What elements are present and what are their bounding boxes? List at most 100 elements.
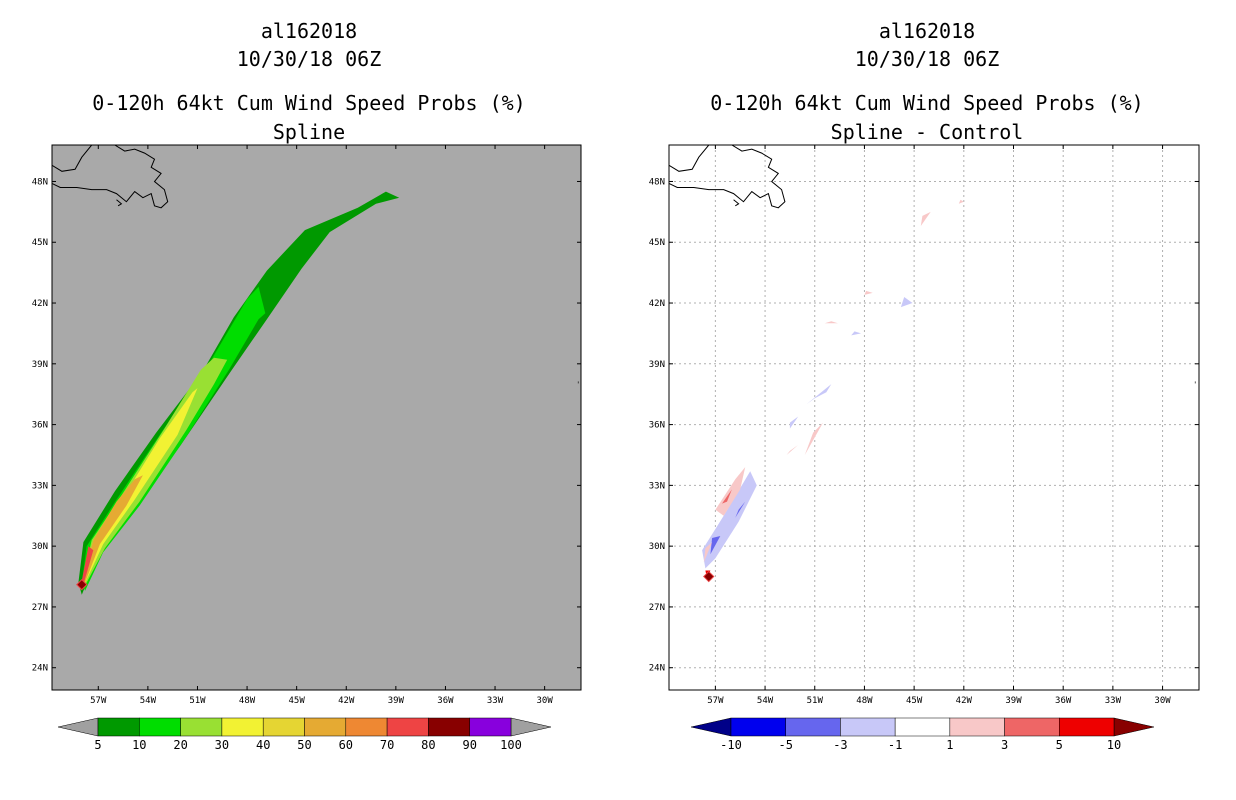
colorbar-label: 40	[256, 738, 270, 752]
lat-tick-label: 24N	[649, 664, 665, 674]
colorbar-arrow-right	[1113, 717, 1155, 737]
colorbar-swatch	[469, 717, 512, 737]
lat-tick-label: 33N	[32, 481, 48, 491]
colorbar-label: 10	[132, 738, 146, 752]
lat-tick-label: 45N	[32, 238, 48, 248]
colorbar-swatch	[97, 717, 140, 737]
lat-tick-label: 24N	[32, 664, 48, 674]
colorbar-label: 5	[94, 738, 101, 752]
lon-tick-label: 36W	[437, 696, 454, 706]
lat-tick-label: 27N	[32, 603, 48, 613]
lon-tick-label: 39W	[1005, 696, 1022, 706]
lon-tick-label: 48W	[856, 696, 873, 706]
lat-tick-label: 30N	[649, 542, 665, 552]
lat-tick-label: 42N	[649, 299, 665, 309]
difference-contour	[804, 422, 823, 455]
lon-tick-label: 45W	[906, 696, 923, 706]
probability-contour	[81, 475, 143, 587]
panel-spline-minus-control: al162018 10/30/18 06Z 0-120h 64kt Cum Wi…	[649, 19, 1200, 752]
lon-tick-label: 54W	[140, 696, 157, 706]
colorbar-label: 80	[421, 738, 435, 752]
colorbar-label: 100	[500, 738, 522, 752]
lon-tick-label: 57W	[707, 696, 724, 706]
coastline	[116, 199, 123, 207]
storm-center-marker	[76, 578, 88, 591]
storm-id: al162018	[879, 19, 975, 43]
coastline	[52, 145, 93, 172]
forecast-date: 10/30/18 06Z	[855, 47, 1000, 71]
colorbar-swatch	[785, 717, 841, 737]
probability-contour	[81, 546, 94, 585]
colorbar-label: 5	[1056, 738, 1063, 752]
lat-tick-label: 45N	[649, 238, 665, 248]
colorbar-label: -10	[720, 738, 742, 752]
colorbar-label: 30	[215, 738, 229, 752]
coastline	[669, 145, 710, 172]
map-area	[669, 145, 1199, 690]
map-frame	[668, 144, 1200, 691]
colorbar-label: 3	[1001, 738, 1008, 752]
colorbar-label: 10	[1107, 738, 1121, 752]
lon-tick-label: 36W	[1055, 696, 1072, 706]
colorbar-label: 50	[297, 738, 311, 752]
lon-tick-label: 33W	[1105, 696, 1122, 706]
colorbar-swatch	[1004, 717, 1060, 737]
difference-contour	[710, 536, 721, 555]
lon-tick-label: 48W	[239, 696, 256, 706]
colorbar: -10 -5 -3 -1 1 3 5 10	[690, 717, 1155, 752]
lat-tick-label: 36N	[649, 421, 665, 431]
colorbar: 5 10 20 30 40 50 60 70 80 90 100	[57, 717, 552, 752]
colorbar-swatch	[386, 717, 429, 737]
colorbar-swatch	[1059, 717, 1115, 737]
side-tick-mark: -	[574, 380, 583, 385]
coastline	[733, 199, 740, 207]
colorbar-arrow-left	[690, 717, 732, 737]
difference-contour	[900, 297, 913, 308]
lon-tick-label: 42W	[956, 696, 973, 706]
lon-tick-label: 30W	[1154, 696, 1171, 706]
difference-contour	[786, 444, 799, 455]
lat-tick-label: 48N	[32, 177, 48, 187]
panel-spline: al162018 10/30/18 06Z 0-120h 64kt Cum Wi…	[32, 19, 583, 752]
probability-contour	[81, 388, 198, 587]
difference-contour	[789, 416, 799, 429]
difference-contour	[806, 384, 832, 405]
lat-tick-label: 39N	[32, 360, 48, 370]
axis-ticks: 57W 54W 51W 48W 45W 42W 39W 36W 33W 30W 24N 27N 30N 3…	[32, 145, 581, 706]
lat-tick-label: 27N	[649, 603, 665, 613]
colorbar-label: -3	[833, 738, 847, 752]
colorbar-swatch	[894, 717, 951, 737]
colorbar-swatch	[949, 717, 1005, 737]
lon-tick-label: 30W	[536, 696, 553, 706]
axis-ticks: 57W 54W 51W 48W 45W 42W 39W 36W 33W 30W 24N 27N 30N 3…	[649, 145, 1199, 706]
lat-tick-label: 30N	[32, 542, 48, 552]
coastline	[52, 145, 169, 209]
colorbar-swatch	[304, 717, 347, 737]
colorbar-arrow-right	[510, 717, 552, 737]
colorbar-swatch	[730, 717, 786, 737]
colorbar-swatch	[221, 717, 264, 737]
product-subtitle: Spline - Control	[831, 120, 1024, 144]
colorbar-swatch	[262, 717, 305, 737]
lat-tick-label: 33N	[649, 481, 665, 491]
side-tick-mark: -	[1191, 380, 1200, 385]
difference-contour	[920, 211, 931, 226]
lon-tick-label: 54W	[757, 696, 774, 706]
colorbar-label: -1	[888, 738, 902, 752]
map-frame	[51, 144, 582, 691]
lon-tick-label: 51W	[189, 696, 206, 706]
colorbar-swatch	[180, 717, 223, 737]
lon-tick-label: 33W	[487, 696, 504, 706]
storm-id: al162018	[261, 19, 357, 43]
lon-tick-label: 45W	[289, 696, 306, 706]
difference-contour	[958, 199, 964, 204]
colorbar-swatch	[428, 717, 470, 737]
difference-contour	[851, 331, 862, 336]
difference-contour	[715, 467, 746, 516]
colorbar-label: 70	[380, 738, 394, 752]
product-subtitle: Spline	[273, 120, 345, 144]
difference-contour	[735, 501, 746, 518]
map-area	[52, 145, 400, 595]
difference-contour	[722, 489, 732, 504]
